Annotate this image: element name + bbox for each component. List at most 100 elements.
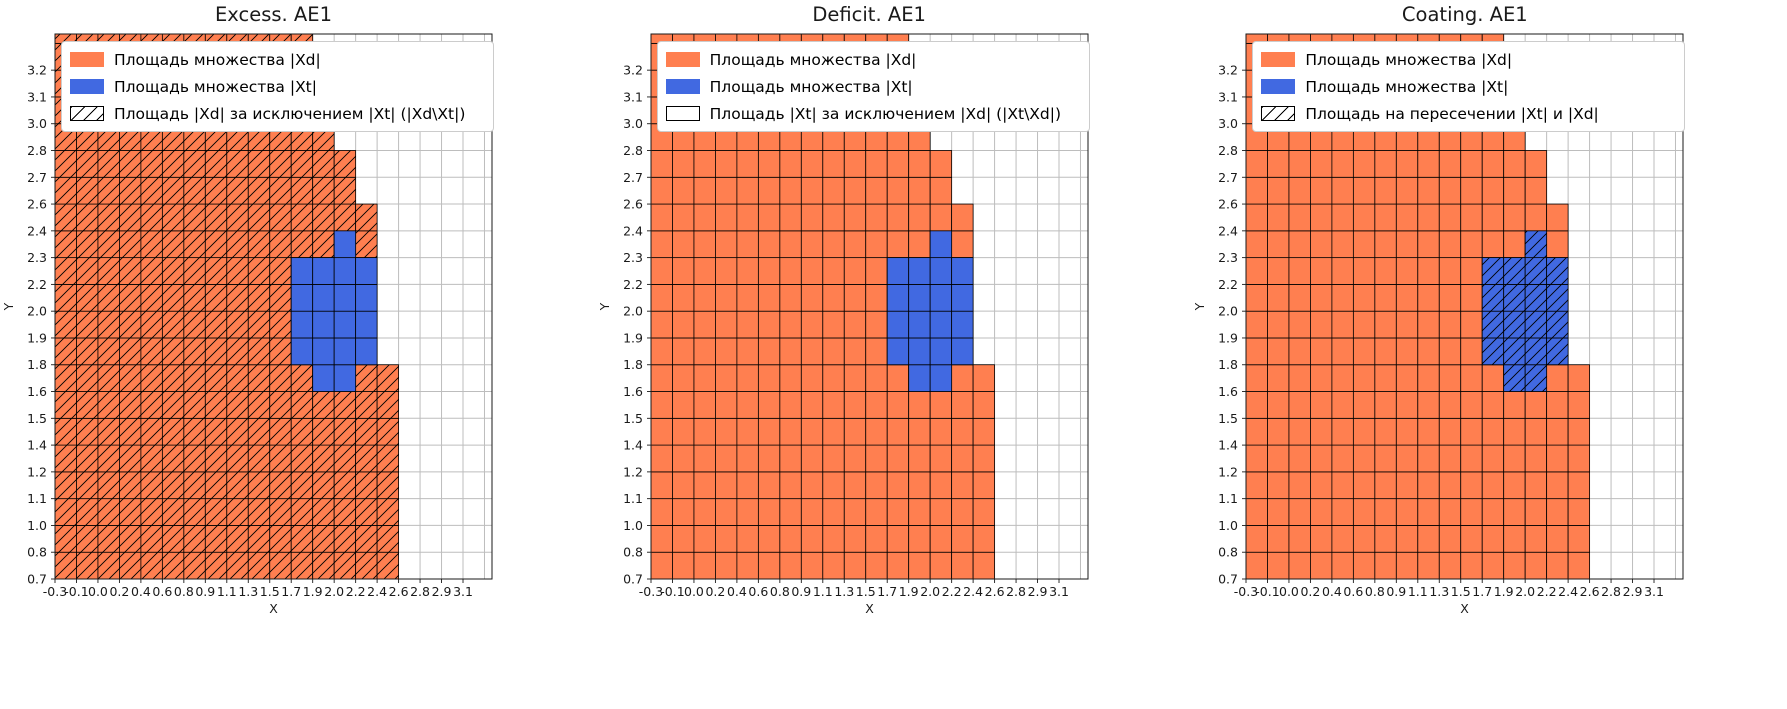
region-cells [650,34,995,579]
x-axis: -0.3-0.1 0.0 0.2 0.4 0.6 0.8 0.9 1.1 1.3 1.5 1.7 1.… [1234,579,1664,599]
x-tick-label: 0.2 [705,584,725,599]
x-tick-label: 0.4 [727,584,747,599]
panel-title: Deficit. AE1 [812,3,926,26]
legend-item: Площадь множества |Xt| [70,73,485,100]
y-tick-label: 2.4 [27,223,47,238]
legend-label: Площадь множества |Xt| [1305,77,1509,96]
x-tick-label: 0.0 [684,584,704,599]
x-tick-label: 1.9 [898,584,918,599]
y-tick-label: 1.2 [27,464,47,479]
x-tick-label: 1.3 [238,584,258,599]
x-tick-label: 2.2 [1537,584,1557,599]
panel-excess: Excess. AE1 -0.3 -0.1 0.0 0.2 0.4 0.6 0.8 0.9 1.… [0,0,596,709]
y-tick-label: 1.8 [623,357,643,372]
x-axis: -0.3-0.1 0.0 0.2 0.4 0.6 0.8 0.9 1.1 1.3 1.5 1.7 1.… [43,579,473,599]
x-tick-label: 2.8 [1006,584,1026,599]
x-tick-label: 0.6 [748,584,768,599]
legend-label: Площадь |Xt| за исключением |Xd| (|Xt\Xd… [709,104,1062,123]
x-tick-label: 0.9 [1387,584,1407,599]
y-tick-label: 1.5 [623,411,643,426]
x-tick-label: 0.2 [109,584,129,599]
x-tick-label: 2.4 [367,584,387,599]
y-axis: 0.7 0.8 1.0 1.1 1.2 1.4 1.5 1.6 1.8 1.9 2.0 2.2 2.3 2… [623,63,651,587]
legend-item: Площадь множества |Xt| [1261,73,1676,100]
y-tick-label: 3.1 [27,89,47,104]
y-tick-label: 0.8 [27,545,47,560]
legend-swatch-xd [70,52,104,67]
x-tick-label: 0.8 [174,584,194,599]
x-tick-label: -0.3 [1234,584,1258,599]
x-tick-label: 2.6 [1580,584,1600,599]
legend-label: Площадь множества |Xd| [114,50,321,69]
y-tick-label: 2.3 [27,250,47,265]
x-axis-label: X [269,601,278,616]
x-tick-label: 1.7 [877,584,897,599]
legend-item: Площадь множества |Xd| [1261,46,1676,73]
x-tick-label: 1.1 [217,584,237,599]
x-tick-label: 1.9 [1494,584,1514,599]
y-tick-label: 2.8 [623,143,643,158]
y-tick-label: 3.0 [1218,116,1238,131]
y-tick-label: 1.6 [1218,384,1238,399]
legend-item: Площадь |Xd| за исключением |Xt| (|Xd\Xt… [70,100,485,127]
y-tick-label: 2.0 [27,304,47,319]
y-tick-label: 1.1 [27,491,47,506]
plot-area-coating: -0.3 -0.1 0.0 0.2 0.4 0.6 0.8 0.9 1.1 1.3 1.5 1.7 1.… [1191,28,1787,709]
y-tick-label: 1.0 [623,518,643,533]
y-tick-label: 1.9 [1218,330,1238,345]
x-tick-label: 2.4 [963,584,983,599]
y-tick-label: 2.0 [1218,304,1238,319]
legend: Площадь множества |Xd| Площадь множества… [656,41,1090,132]
plot-area-excess: -0.3 -0.1 0.0 0.2 0.4 0.6 0.8 0.9 1.1 1.3 1.5 1.7 1.… [0,28,596,709]
legend-swatch-xt [70,79,104,94]
x-tick-label: -0.1 [64,584,88,599]
y-tick-label: 0.8 [623,545,643,560]
legend-label: Площадь множества |Xd| [1305,50,1513,69]
panel-coating: Coating. AE1 -0.3 -0.1 0.0 0.2 0.4 0.6 0.8 0.9 1… [1191,0,1787,709]
plot-frame [1245,33,1684,580]
y-tick-label: 3.1 [623,89,643,104]
legend-item: Площадь множества |Xd| [665,46,1081,73]
y-axis: 0.7 0.8 1.0 1.1 1.2 1.4 1.5 1.6 1.8 1.9 2.0 2.2 2.3 2… [27,63,55,587]
panel-title: Coating. AE1 [1401,3,1528,26]
x-tick-label: 1.7 [1473,584,1493,599]
x-tick-label: 2.0 [1516,584,1536,599]
y-tick-label: 2.2 [623,277,643,292]
x-tick-label: 1.3 [834,584,854,599]
y-tick-label: 1.5 [1218,411,1238,426]
legend-label: Площадь множества |Xd| [709,50,917,69]
y-tick-label: 1.4 [1218,438,1238,453]
y-tick-label: 1.1 [623,491,643,506]
x-tick-label: 2.6 [389,584,409,599]
x-tick-label: 3.1 [453,584,473,599]
x-tick-label: 0.8 [770,584,790,599]
y-tick-label: 1.8 [27,357,47,372]
x-tick-label: 1.3 [1430,584,1450,599]
x-tick-label: 2.8 [410,584,430,599]
y-tick-label: 2.4 [1218,223,1238,238]
y-tick-label: 1.2 [1218,464,1238,479]
y-tick-label: 1.6 [623,384,643,399]
y-axis-label: Y [1192,302,1207,311]
x-tick-label: 0.4 [131,584,151,599]
y-tick-label: 3.0 [27,116,47,131]
x-tick-label: 0.2 [1301,584,1321,599]
y-tick-label: 2.2 [1218,277,1238,292]
x-tick-label: 2.9 [1027,584,1047,599]
x-tick-label: 2.9 [1623,584,1643,599]
x-tick-label: 2.9 [432,584,452,599]
y-tick-label: 2.7 [1218,170,1238,185]
y-tick-label: 1.0 [1218,518,1238,533]
y-tick-label: 3.2 [623,63,643,78]
panel-title: Excess. AE1 [214,3,333,26]
legend-swatch-xd [665,52,700,67]
x-tick-label: 3.1 [1049,584,1069,599]
y-tick-label: 1.5 [27,411,47,426]
y-tick-label: 2.7 [27,170,47,185]
y-axis: 0.7 0.8 1.0 1.1 1.2 1.4 1.5 1.6 1.8 1.9 2.0 2.2 2.3 2… [1218,63,1247,587]
plot-frame [650,33,1089,580]
x-tick-label: -0.3 [638,584,662,599]
y-tick-label: 2.8 [27,143,47,158]
y-tick-label: 1.2 [623,464,643,479]
